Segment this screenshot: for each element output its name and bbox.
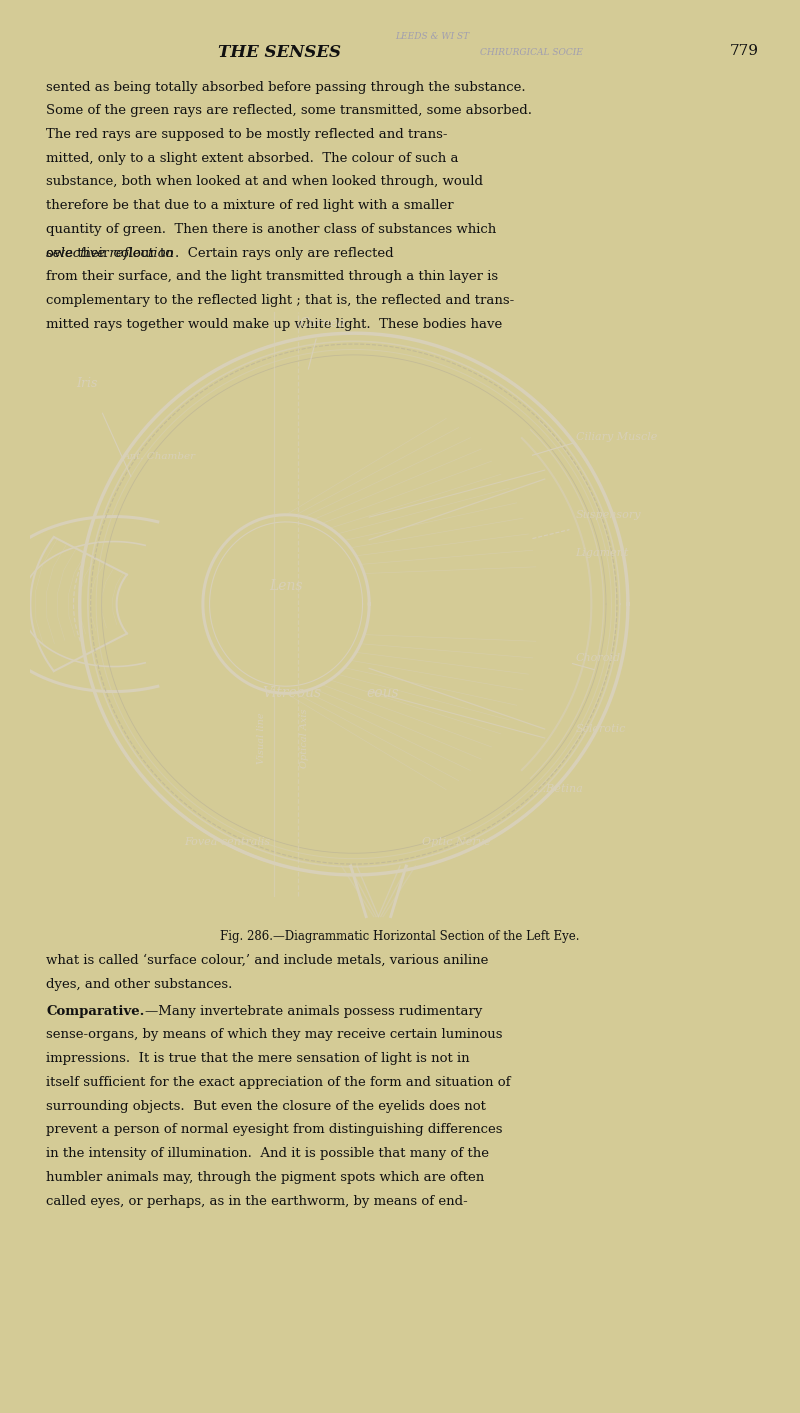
Text: Sclerotic: Sclerotic <box>575 723 626 735</box>
Text: Choroid: Choroid <box>575 653 621 663</box>
Text: what is called ‘surface colour,’ and include metals, various aniline: what is called ‘surface colour,’ and inc… <box>46 954 489 966</box>
Text: —Many invertebrate animals possess rudimentary: —Many invertebrate animals possess rudim… <box>145 1005 482 1017</box>
Text: itself sufficient for the exact appreciation of the form and situation of: itself sufficient for the exact apprecia… <box>46 1075 511 1089</box>
Text: prevent a person of normal eyesight from distinguishing differences: prevent a person of normal eyesight from… <box>46 1123 503 1136</box>
Text: Some of the green rays are reflected, some transmitted, some absorbed.: Some of the green rays are reflected, so… <box>46 105 533 117</box>
Text: LEEDS & WI ST: LEEDS & WI ST <box>395 32 469 41</box>
Text: mitted rays together would make up white light.  These bodies have: mitted rays together would make up white… <box>46 318 502 331</box>
Text: mitted, only to a slight extent absorbed.  The colour of such a: mitted, only to a slight extent absorbed… <box>46 151 459 165</box>
Text: Optic Nerve: Optic Nerve <box>422 836 490 848</box>
Text: sented as being totally absorbed before passing through the substance.: sented as being totally absorbed before … <box>46 81 526 93</box>
Text: substance, both when looked at and when looked through, would: substance, both when looked at and when … <box>46 175 483 188</box>
Text: therefore be that due to a mixture of red light with a smaller: therefore be that due to a mixture of re… <box>46 199 454 212</box>
Text: THE SENSES: THE SENSES <box>218 44 342 61</box>
Text: sense-organs, by means of which they may receive certain luminous: sense-organs, by means of which they may… <box>46 1029 503 1041</box>
Text: The red rays are supposed to be mostly reflected and trans-: The red rays are supposed to be mostly r… <box>46 129 448 141</box>
Text: CHIRURGICAL SOCIE: CHIRURGICAL SOCIE <box>480 48 583 57</box>
Text: Ligament: Ligament <box>575 548 629 558</box>
Text: humbler animals may, through the pigment spots which are often: humbler animals may, through the pigment… <box>46 1171 485 1184</box>
Text: selective reflection: selective reflection <box>46 247 174 260</box>
Text: Iris: Iris <box>77 377 98 390</box>
Text: Cornea: Cornea <box>300 318 346 331</box>
Text: Vitreous: Vitreous <box>262 687 322 701</box>
Text: in the intensity of illumination.  And it is possible that many of the: in the intensity of illumination. And it… <box>46 1147 490 1160</box>
Text: Optical Axis: Optical Axis <box>300 708 309 767</box>
Text: 779: 779 <box>730 44 758 58</box>
Text: .  Certain rays only are reflected: . Certain rays only are reflected <box>174 247 393 260</box>
Text: dyes, and other substances.: dyes, and other substances. <box>46 978 233 991</box>
Text: eous: eous <box>366 687 398 701</box>
Text: ....Retina: ....Retina <box>533 784 583 794</box>
Text: called eyes, or perhaps, as in the earthworm, by means of end-: called eyes, or perhaps, as in the earth… <box>46 1194 468 1208</box>
Text: Fig. 286.—Diagrammatic Horizontal Section of the Left Eye.: Fig. 286.—Diagrammatic Horizontal Sectio… <box>220 930 580 942</box>
Text: owe their colour to: owe their colour to <box>46 247 178 260</box>
Text: Ant. Chamber: Ant. Chamber <box>123 452 196 461</box>
Text: Ciliary Muscle: Ciliary Muscle <box>575 432 657 442</box>
Text: quantity of green.  Then there is another class of substances which: quantity of green. Then there is another… <box>46 223 497 236</box>
Text: complementary to the reflected light ; that is, the reflected and trans-: complementary to the reflected light ; t… <box>46 294 514 307</box>
Text: from their surface, and the light transmitted through a thin layer is: from their surface, and the light transm… <box>46 270 498 284</box>
Text: Visual line: Visual line <box>257 712 266 764</box>
Text: Fovea centralis: Fovea centralis <box>184 836 270 848</box>
Text: surrounding objects.  But even the closure of the eyelids does not: surrounding objects. But even the closur… <box>46 1099 486 1112</box>
Text: Suspensory: Suspensory <box>575 510 641 520</box>
Text: Lens: Lens <box>270 579 302 593</box>
Text: impressions.  It is true that the mere sensation of light is not in: impressions. It is true that the mere se… <box>46 1053 470 1065</box>
Text: Comparative.: Comparative. <box>46 1005 145 1017</box>
